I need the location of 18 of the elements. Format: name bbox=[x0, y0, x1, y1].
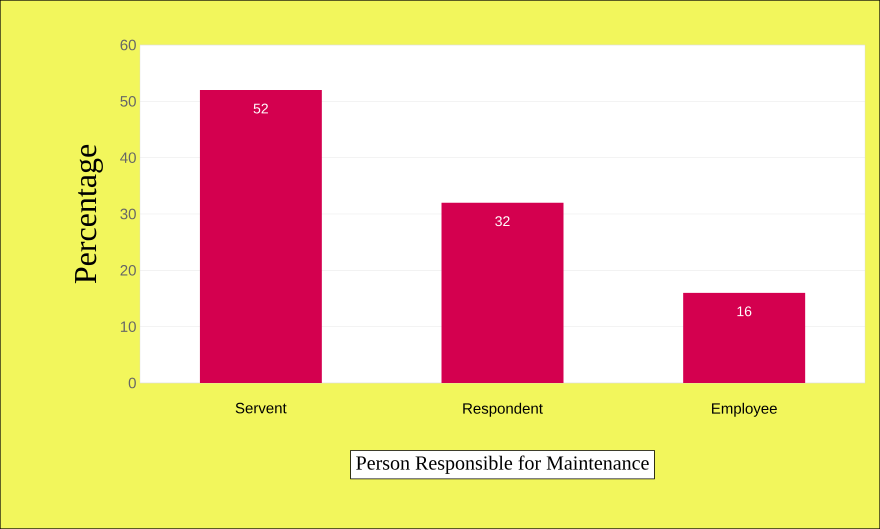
y-tick-label: 60 bbox=[120, 40, 136, 50]
bar bbox=[200, 90, 322, 383]
bar bbox=[442, 202, 564, 383]
data-label: 16 bbox=[737, 306, 752, 316]
y-tick-label: 50 bbox=[120, 96, 136, 107]
x-axis-title: Person Responsible for Maintenance bbox=[356, 456, 649, 474]
x-tick-label: Servent bbox=[236, 402, 287, 414]
data-label: 32 bbox=[495, 216, 510, 226]
x-tick-label: Employee bbox=[712, 402, 777, 417]
y-tick-label: 10 bbox=[120, 321, 136, 332]
y-tick-label: 20 bbox=[120, 265, 136, 276]
bar bbox=[683, 292, 806, 383]
data-label: 52 bbox=[254, 104, 268, 114]
y-tick-label: 30 bbox=[120, 208, 136, 220]
x-tick-label: Respondent bbox=[463, 402, 543, 417]
y-tick-label: 0 bbox=[128, 378, 136, 388]
y-axis-title: Percentage bbox=[75, 144, 103, 284]
y-tick-label: 40 bbox=[120, 152, 136, 163]
